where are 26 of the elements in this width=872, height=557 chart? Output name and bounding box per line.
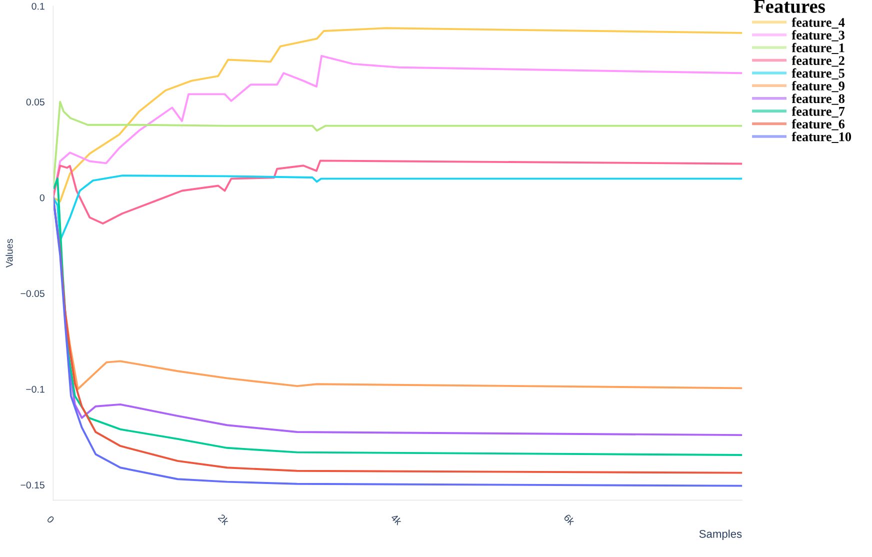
line-series (53, 27, 742, 202)
legend-label: feature_8 (792, 94, 845, 105)
y-tick-label: −0.15 (20, 482, 44, 488)
x-tick-label: 6k (563, 514, 576, 526)
x-tick-label: 2k (218, 514, 230, 526)
line-series (53, 160, 742, 224)
x-tick-label: 0 (46, 515, 55, 524)
legend-label: feature_9 (792, 80, 844, 92)
y-tick-label: −0.05 (20, 290, 44, 297)
legend-label: feature_5 (792, 68, 844, 80)
legend-label: feature_1 (792, 42, 844, 54)
legend-label: feature_10 (792, 132, 852, 143)
legend-label: feature_2 (792, 56, 844, 67)
x-axis-title: Samples (699, 530, 742, 540)
y-tick-label: 0.1 (32, 2, 44, 10)
legend-label: feature_6 (792, 119, 845, 130)
x-tick-label: 4k (390, 513, 403, 526)
y-axis-title: Values (6, 239, 13, 268)
legend-label: feature_3 (792, 30, 844, 42)
legend-title: Features (754, 0, 825, 13)
legend-label: feature_4 (792, 17, 845, 29)
y-tick-label: 0.05 (26, 98, 44, 106)
y-tick-label: −0.1 (26, 386, 44, 393)
y-tick-label: 0 (40, 194, 44, 202)
line-series (53, 174, 742, 242)
legend-label: feature_7 (792, 106, 845, 118)
